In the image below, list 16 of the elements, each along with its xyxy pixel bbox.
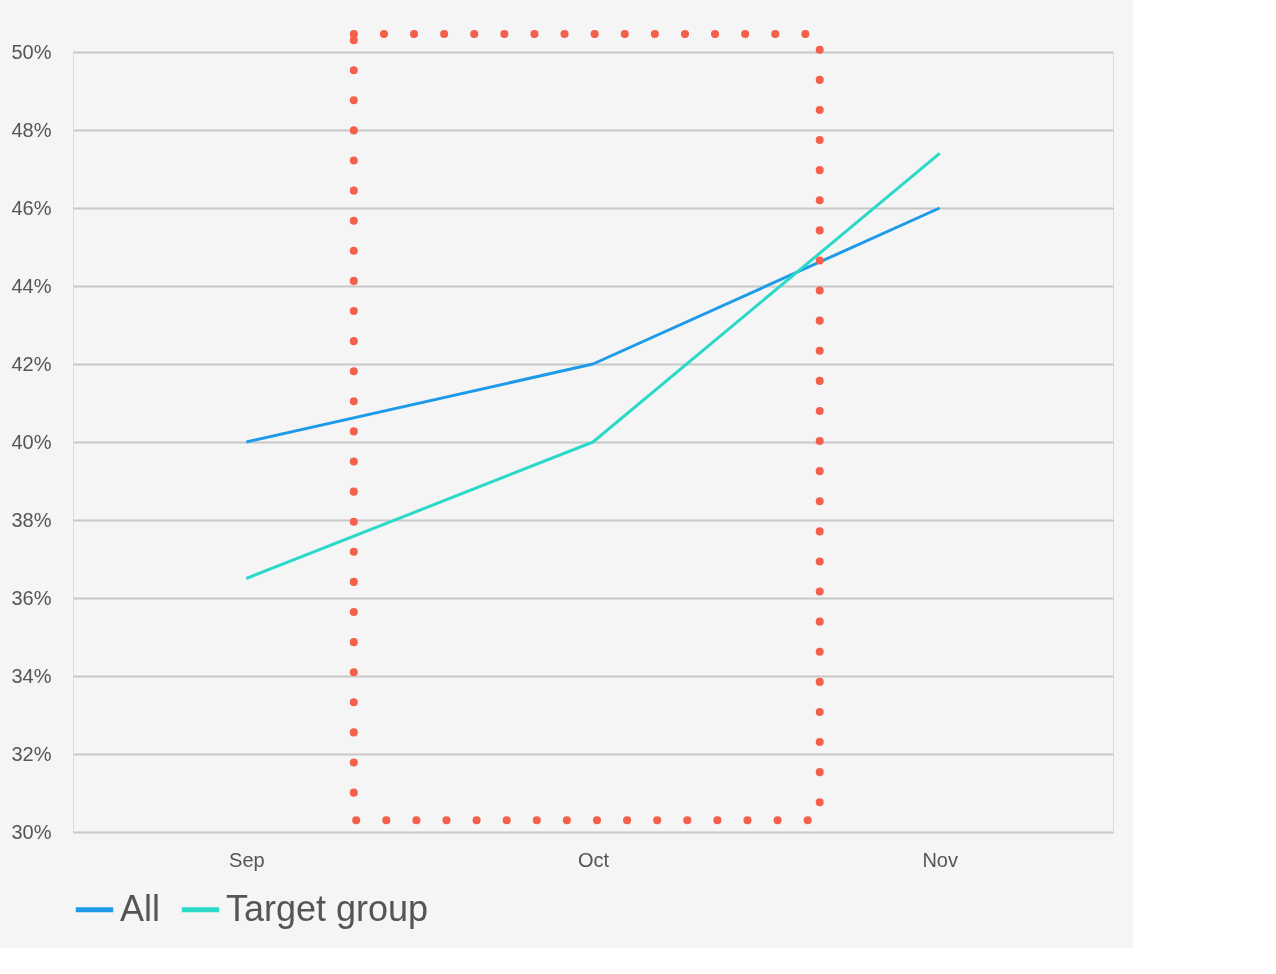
- x-tick-label: Sep: [229, 848, 265, 871]
- x-tick-label: Oct: [577, 848, 610, 871]
- y-tick-label: 48%: [11, 118, 52, 141]
- y-tick-label: 34%: [11, 664, 52, 687]
- legend-label: All: [120, 887, 161, 929]
- y-tick-label: 32%: [11, 742, 52, 765]
- y-tick-label: 44%: [11, 274, 52, 297]
- y-tick-label: 46%: [11, 196, 52, 219]
- y-tick-label: 40%: [11, 430, 52, 453]
- y-tick-label: 36%: [11, 586, 52, 609]
- y-tick-label: 38%: [11, 508, 52, 531]
- legend-label: Target group: [226, 887, 429, 929]
- y-tick-label: 50%: [11, 40, 52, 63]
- y-tick-label: 30%: [11, 820, 52, 843]
- x-tick-label: Nov: [922, 848, 958, 871]
- y-tick-label: 42%: [11, 352, 52, 375]
